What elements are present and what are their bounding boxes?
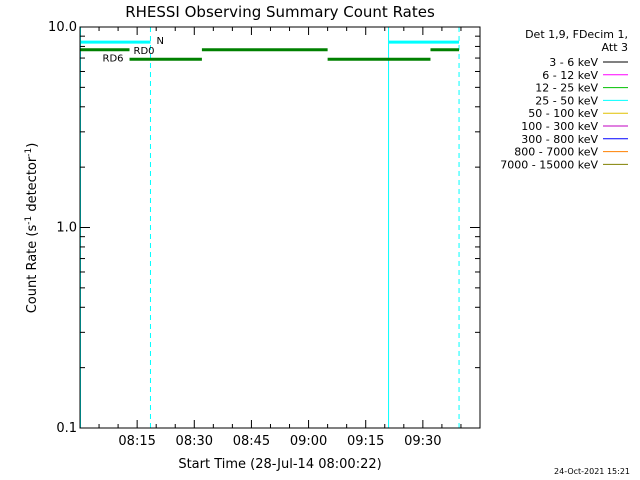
segment-label-rd6: RD6 <box>103 53 124 64</box>
y-axis-label: Count Rate (s-1 detector-1) <box>24 143 40 314</box>
legend-entry-label-6: 300 - 800 keV <box>521 133 598 146</box>
plot-frame <box>79 26 481 429</box>
x-tick-label-1: 08:30 <box>176 434 213 449</box>
timestamp: 24-Oct-2021 15:21 <box>554 467 630 476</box>
x-tick-label-3: 09:00 <box>290 434 327 449</box>
legend-entry-label-2: 12 - 25 keV <box>535 82 598 95</box>
x-tick-label-0: 08:15 <box>118 434 155 449</box>
legend-entry-label-1: 6 - 12 keV <box>542 69 598 82</box>
legend-entry-label-8: 7000 - 15000 keV <box>500 158 598 171</box>
x-tick-label-5: 09:30 <box>404 434 441 449</box>
axis-ticks: 08:15 08:30 08:45 09:00 09:15 09:30 0.1 1.0 10.0 <box>48 20 480 449</box>
x-tick-label-4: 09:15 <box>347 434 384 449</box>
y-axis-label-sup1: -1 <box>24 216 34 225</box>
legend-entry-label-0: 3 - 6 keV <box>549 56 598 69</box>
y-tick-label-0: 0.1 <box>56 421 77 436</box>
x-tick-label-2: 08:45 <box>233 434 270 449</box>
legend-entry-label-5: 100 - 300 keV <box>521 120 598 133</box>
y-axis-label-mid: detector <box>25 156 40 216</box>
legend-entry-label-7: 800 - 7000 keV <box>514 146 598 159</box>
chart-title: RHESSI Observing Summary Count Rates <box>125 3 435 21</box>
legend-header-2: Att 3 <box>602 41 628 54</box>
legend-header-1: Det 1,9, FDecim 1, <box>525 28 628 41</box>
y-axis-label-sup2: -1 <box>24 148 34 157</box>
segment-label-n: N <box>156 36 163 47</box>
vertical-lines <box>80 27 460 428</box>
legend-entry-label-3: 25 - 50 keV <box>535 94 598 107</box>
legend-entry-label-4: 50 - 100 keV <box>528 107 598 120</box>
y-tick-label-2: 10.0 <box>48 20 77 35</box>
y-axis-label-end: ) <box>25 143 40 148</box>
segment-label-rd0: RD0 <box>134 46 155 57</box>
y-tick-label-1: 1.0 <box>56 221 77 236</box>
x-axis-label: Start Time (28-Jul-14 08:00:22) <box>178 457 381 472</box>
